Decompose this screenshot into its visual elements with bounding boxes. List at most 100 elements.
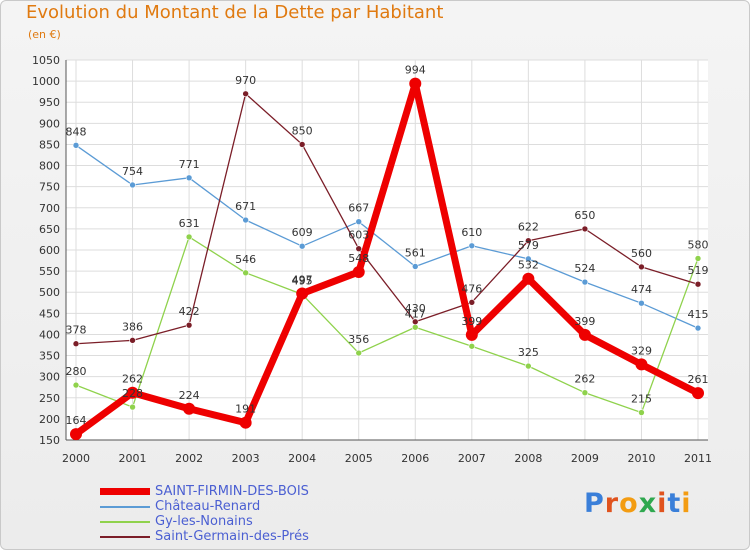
- data-label: 622: [518, 221, 539, 234]
- data-point: [185, 174, 193, 182]
- y-tick-label: 950: [39, 96, 60, 109]
- legend-label: SAINT-FIRMIN-DES-BOIS: [155, 484, 309, 499]
- data-label: 650: [574, 209, 595, 222]
- x-tick-label: 2005: [345, 452, 373, 465]
- data-point: [129, 181, 136, 189]
- y-tick-label: 750: [39, 181, 60, 194]
- data-point: [638, 409, 645, 416]
- data-point: [468, 299, 476, 306]
- data-point: [126, 386, 139, 399]
- data-point: [70, 428, 82, 441]
- data-label: 771: [179, 158, 200, 171]
- series-line: [75, 236, 699, 414]
- data-point: [635, 358, 648, 371]
- y-tick-label: 150: [39, 434, 60, 447]
- data-label: 532: [518, 259, 539, 272]
- data-point: [694, 280, 702, 288]
- y-tick-label: 350: [39, 350, 60, 363]
- y-tick-label: 650: [39, 223, 60, 236]
- y-tick-label: 300: [39, 371, 60, 384]
- data-label: 579: [518, 239, 539, 252]
- y-tick-label: 1000: [32, 75, 60, 88]
- data-point: [185, 233, 193, 241]
- data-label: 850: [292, 124, 313, 137]
- y-tick-label: 550: [39, 265, 60, 278]
- series-line: [72, 80, 702, 438]
- data-point: [242, 269, 249, 277]
- data-label: 430: [405, 302, 426, 315]
- data-point: [72, 141, 80, 149]
- logo-letter: i: [657, 488, 668, 519]
- y-tick-label: 450: [39, 307, 60, 320]
- data-point: [298, 242, 306, 250]
- data-label: 378: [66, 324, 87, 337]
- data-point: [72, 340, 80, 348]
- x-tick-label: 2006: [401, 452, 429, 465]
- data-point: [581, 225, 589, 233]
- series-line: [75, 93, 699, 345]
- data-label: 546: [235, 253, 256, 266]
- y-tick-label: 850: [39, 138, 60, 151]
- data-label: 524: [574, 262, 595, 275]
- x-tick-label: 2001: [119, 452, 147, 465]
- data-label: 215: [631, 393, 652, 406]
- data-label: 560: [631, 247, 652, 260]
- data-point: [581, 278, 589, 286]
- data-point: [411, 323, 419, 331]
- legend-swatch: [100, 488, 150, 495]
- data-point: [578, 328, 591, 341]
- logo-letter: o: [619, 488, 639, 519]
- data-label: 164: [66, 414, 87, 427]
- data-label: 224: [179, 389, 200, 402]
- data-point: [522, 272, 535, 285]
- data-point: [525, 237, 532, 245]
- data-label: 191: [235, 403, 256, 416]
- legend-item: Saint-Germain-des-Prés: [100, 529, 309, 544]
- data-label: 848: [66, 125, 87, 138]
- data-point: [352, 265, 365, 278]
- legend-swatch: [100, 520, 150, 523]
- x-tick-label: 2011: [684, 452, 712, 465]
- data-label: 280: [66, 365, 87, 378]
- logo-letter: P: [584, 488, 605, 519]
- y-tick-label: 600: [39, 244, 60, 257]
- proxiti-logo: Proxiti: [584, 488, 692, 519]
- series-line: [75, 144, 699, 329]
- data-point: [581, 389, 589, 397]
- data-point: [525, 362, 532, 370]
- legend-item: Château-Renard: [100, 499, 309, 514]
- data-label: 519: [688, 264, 709, 277]
- data-label: 497: [292, 273, 313, 286]
- y-tick-label: 200: [39, 413, 60, 426]
- data-label: 329: [631, 344, 652, 357]
- y-tick-label: 250: [39, 392, 60, 405]
- data-label: 261: [688, 373, 709, 386]
- data-point: [129, 403, 136, 411]
- data-label: 495: [292, 274, 313, 287]
- data-label: 262: [574, 373, 595, 386]
- data-label: 561: [405, 246, 426, 259]
- y-tick-label: 500: [39, 286, 60, 299]
- data-point: [242, 216, 249, 224]
- data-point: [525, 255, 532, 263]
- logo-letter: i: [681, 488, 692, 519]
- data-label: 667: [348, 202, 369, 215]
- data-point: [411, 318, 419, 326]
- data-point: [355, 218, 363, 226]
- data-point: [298, 141, 306, 148]
- data-label: 970: [235, 74, 256, 87]
- x-tick-label: 2002: [175, 452, 203, 465]
- y-tick-label: 400: [39, 328, 60, 341]
- data-point: [692, 387, 704, 400]
- legend-item: Gy-les-Nonains: [100, 514, 309, 529]
- logo-letter: r: [604, 488, 620, 519]
- data-label: 417: [405, 307, 426, 320]
- data-point: [242, 90, 249, 98]
- data-label: 631: [179, 217, 200, 230]
- x-tick-label: 2010: [627, 452, 655, 465]
- data-point: [355, 349, 363, 357]
- data-label: 415: [688, 308, 709, 321]
- x-tick-label: 2008: [514, 452, 542, 465]
- chart-unit: (en €): [28, 28, 61, 41]
- x-tick-label: 2007: [458, 452, 486, 465]
